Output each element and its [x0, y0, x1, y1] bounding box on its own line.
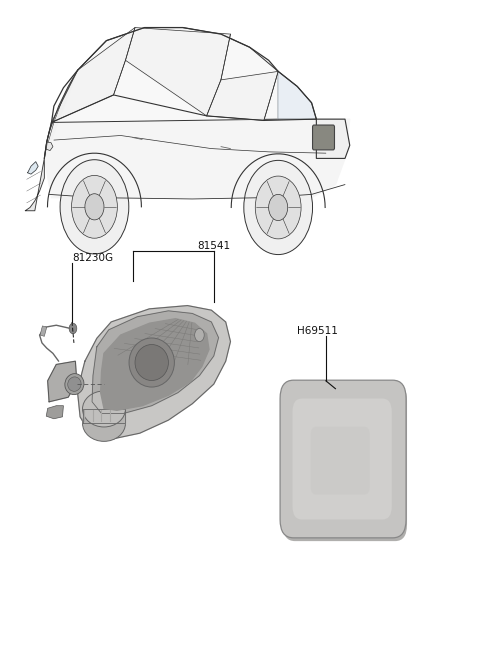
Polygon shape — [92, 311, 218, 413]
FancyBboxPatch shape — [292, 399, 392, 520]
Polygon shape — [83, 409, 125, 423]
Circle shape — [255, 176, 301, 239]
Ellipse shape — [129, 338, 174, 387]
Polygon shape — [46, 142, 53, 150]
Polygon shape — [78, 306, 230, 440]
Polygon shape — [46, 406, 63, 419]
Circle shape — [85, 194, 104, 220]
Circle shape — [72, 175, 117, 238]
Circle shape — [269, 194, 288, 221]
Polygon shape — [278, 72, 316, 119]
Ellipse shape — [83, 391, 125, 427]
Polygon shape — [28, 162, 38, 174]
Circle shape — [69, 323, 77, 334]
Polygon shape — [40, 326, 47, 336]
Polygon shape — [48, 361, 77, 402]
Ellipse shape — [68, 377, 81, 392]
Polygon shape — [206, 72, 278, 120]
Polygon shape — [316, 119, 350, 158]
Ellipse shape — [65, 374, 84, 395]
Ellipse shape — [135, 344, 168, 380]
Circle shape — [244, 160, 312, 254]
Polygon shape — [125, 28, 230, 116]
FancyBboxPatch shape — [280, 380, 406, 538]
Text: 81230G: 81230G — [72, 253, 113, 263]
FancyBboxPatch shape — [312, 125, 335, 150]
Ellipse shape — [83, 405, 125, 442]
Polygon shape — [51, 28, 278, 122]
Polygon shape — [51, 28, 135, 122]
FancyBboxPatch shape — [283, 384, 407, 541]
Text: 81541: 81541 — [197, 241, 230, 251]
Polygon shape — [101, 319, 209, 410]
Polygon shape — [44, 95, 350, 198]
Circle shape — [195, 328, 204, 342]
Text: H69511: H69511 — [297, 327, 338, 336]
Polygon shape — [44, 70, 78, 158]
Circle shape — [60, 160, 129, 254]
Polygon shape — [25, 158, 44, 211]
FancyBboxPatch shape — [311, 426, 370, 495]
